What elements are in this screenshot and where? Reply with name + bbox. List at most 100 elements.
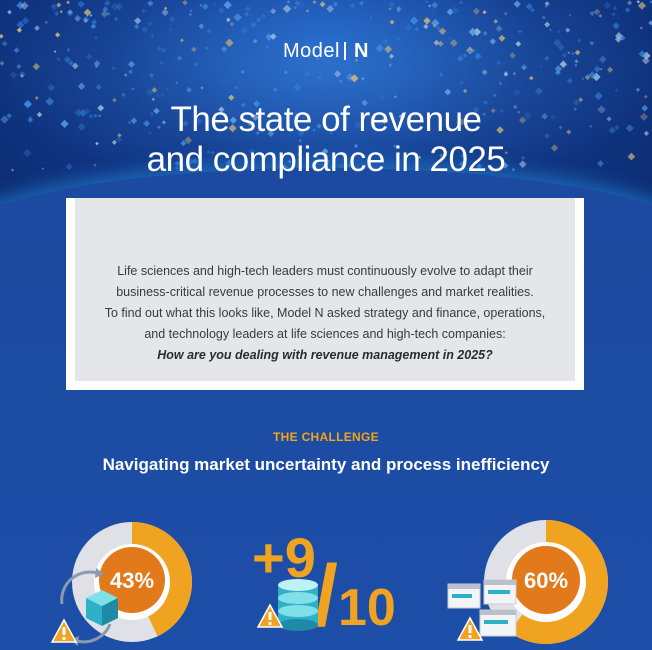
pixel-dot [439,153,444,158]
pixel-dot [66,47,71,53]
pixel-dot [131,87,135,91]
pixel-dot [566,129,572,135]
pixel-dot [318,75,322,80]
intro-card: Life sciences and high-tech leaders must… [75,198,575,381]
pixel-dot [504,151,508,155]
pixel-dot [539,64,544,69]
stat-43-graphic: 43% [50,522,193,646]
pixel-dot [97,104,105,112]
pixel-dot [94,35,98,40]
pixel-dot [127,120,132,125]
pixel-dot [9,71,18,79]
pixel-dot [155,93,161,99]
donut-center [99,547,165,613]
pixel-dot [626,0,633,6]
pixel-dot [191,158,198,165]
pixel-dot [589,10,596,17]
pixel-dot [460,152,466,159]
pixel-dot [459,160,466,168]
pixel-dot [89,13,93,18]
pixel-dot [74,16,80,22]
pixel-dot [218,7,225,14]
pixel-dot [248,148,256,155]
pixel-dot [245,5,251,12]
pixel-dot [312,0,317,5]
pixel-dot [338,163,344,168]
pixel-dot [179,38,184,43]
pixel-dot [388,63,393,67]
pixel-dot [530,7,535,13]
pixel-dot [541,15,546,20]
pixel-dot [431,1,439,9]
pixel-dot [589,40,595,46]
pixel-dot [398,113,406,120]
pixel-dot [423,17,431,25]
pixel-dot [574,63,578,67]
model-n-logo: Model N [0,40,652,63]
pixel-dot [489,166,495,173]
pixel-dot [90,23,97,30]
pixel-dot [334,70,342,78]
pixel-dot [240,69,245,75]
pixel-dot [160,93,165,98]
pixel-dot [503,11,508,16]
pixel-dot [409,16,419,25]
pixel-dot [169,16,176,23]
pixel-dot [482,10,487,15]
intro-text: Life sciences and high-tech leaders must… [75,261,575,345]
pixel-dot [490,108,496,114]
pixel-dot [74,14,82,23]
pixel-dot [180,140,187,147]
pixel-dot [444,88,452,96]
challenge-title: Navigating market uncertainty and proces… [102,455,550,474]
pixel-dot [282,4,292,13]
pixel-dot [369,16,373,20]
pixel-dot [134,17,142,25]
pixel-dot [396,151,401,156]
pixel-dot [561,52,567,58]
pixel-dot [157,125,161,130]
pixel-dot [544,21,551,28]
pixel-dot [637,1,647,10]
pixel-dot [198,23,205,30]
pixel-dot [293,5,298,10]
pixel-dot [438,27,447,35]
pixel-dot [571,52,575,56]
pixel-dot [267,130,275,137]
pixel-dot [47,83,55,92]
pixel-dot [83,17,89,23]
pixel-dot [324,89,329,94]
pixel-dot [150,33,155,38]
pixel-dot [468,27,478,37]
pixel-dot [28,115,33,121]
pixel-dot [265,45,270,49]
pixel-dot [223,0,232,10]
pixel-dot [371,83,379,92]
pixel-dot [597,105,606,114]
pixel-dot [361,99,368,107]
pixel-dot [608,126,616,134]
pixel-dot [16,27,23,33]
pixel-dot [541,112,548,120]
pixel-dot [529,75,534,81]
pixel-dot [286,0,290,4]
pixel-dot [54,32,61,38]
pixel-dot [520,64,528,71]
pixel-dot [612,22,620,30]
pixel-dot [151,87,158,93]
pixel-dot [389,19,395,25]
pixel-dot [413,112,418,117]
pixel-dot [190,46,197,53]
pixel-dot [598,13,603,18]
stat-60-value: 60% [524,568,568,593]
pixel-dot [95,84,102,91]
pixel-dot [97,114,102,118]
pixel-dot [482,112,487,117]
pixel-dot [472,49,477,54]
pixel-dot [458,0,464,5]
pixel-dot [388,7,392,11]
pixel-dot [0,115,9,124]
pixel-dot [636,0,640,4]
pixel-dot [339,79,343,83]
pixel-dot [161,8,169,17]
